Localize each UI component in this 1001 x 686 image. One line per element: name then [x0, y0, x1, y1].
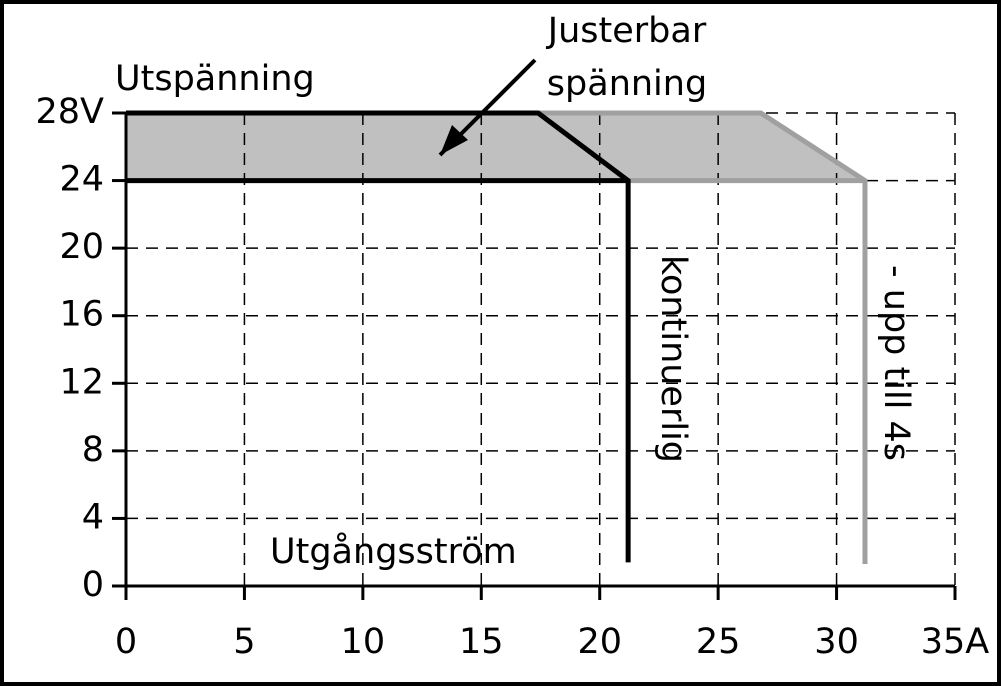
y-tick-label: 16 [59, 295, 104, 335]
x-tick-label: 10 [341, 622, 386, 662]
annotation: Utgångsström [270, 531, 517, 572]
x-tick-label: 30 [814, 622, 859, 662]
y-tick-label: 0 [82, 565, 104, 605]
y-tick-label: 20 [59, 227, 104, 267]
line [538, 110, 868, 565]
x-tick-label: 35A [921, 622, 990, 662]
area [126, 113, 865, 181]
y-tick-label: 24 [59, 160, 104, 200]
annotation: kontinuerlig [653, 255, 693, 463]
annotation: spänning [547, 64, 707, 104]
arrow-head [440, 125, 468, 155]
x-tick-label: 25 [696, 622, 741, 662]
annotation: Justerbar [546, 11, 707, 51]
x-tick-label: 15 [459, 622, 504, 662]
x-tick-label: 20 [577, 622, 622, 662]
annotation: - upp till 4s [876, 265, 916, 461]
y-tick-label: 12 [59, 362, 104, 402]
line [126, 110, 631, 563]
y-tick-label: 28V [36, 92, 105, 132]
plot-back: 0 4 8 12 16 20 24 28V 0 5 10 15 20 25 30 35A [36, 92, 990, 662]
annotation: Utspänning [115, 59, 315, 99]
y-tick-label: 4 [82, 497, 104, 537]
x-tick-label: 0 [115, 622, 137, 662]
x-tick-label: 5 [233, 622, 255, 662]
y-tick-label: 8 [82, 430, 104, 470]
